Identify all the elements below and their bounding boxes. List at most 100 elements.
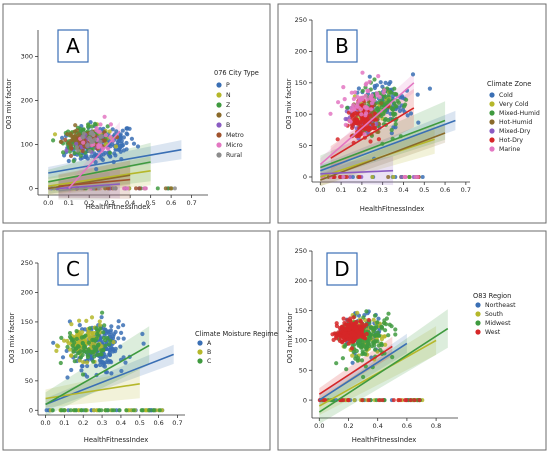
point-hot-dry [354, 117, 359, 122]
y-tick-label: 0 [29, 406, 33, 414]
regression-line-micro [68, 130, 121, 189]
point-c [74, 329, 79, 334]
points [48, 114, 177, 191]
point-midwest [381, 321, 387, 326]
point-c [85, 355, 91, 360]
point-a [119, 330, 124, 335]
point-west [349, 333, 354, 339]
legend-marker-hot-humid [489, 119, 495, 125]
point-c [94, 336, 99, 341]
point-p [94, 167, 99, 172]
zero-point-rural [113, 186, 118, 191]
point-west [340, 340, 345, 345]
point-marine [366, 88, 371, 94]
point-a [64, 348, 69, 353]
point-west [349, 346, 354, 351]
point-c [72, 340, 77, 345]
zero-point-west [366, 398, 371, 403]
point-mixed-humid [394, 104, 399, 109]
point-northeast [350, 360, 355, 365]
panel-b-legend-title: Climate Zone [487, 80, 531, 88]
legend-item-mixed-humid: Mixed-Humid [499, 110, 540, 117]
point-a [108, 328, 113, 333]
legend-marker-metro [216, 132, 222, 138]
point-c [82, 349, 87, 354]
point-south [350, 353, 355, 358]
x-tick-label: 0.5 [145, 199, 155, 207]
point-midwest [364, 309, 369, 314]
legend-marker-west [475, 329, 481, 335]
point-marine [339, 104, 344, 109]
panel-d-ylabel: O03 mix factor [286, 312, 294, 363]
point-c [71, 349, 76, 354]
point-mixed-dry [374, 121, 379, 126]
point-rural [98, 139, 103, 144]
point-hot-dry [351, 111, 356, 116]
point-p [121, 148, 126, 153]
point-micro [98, 122, 103, 127]
point-c [107, 342, 112, 347]
point-a [121, 355, 126, 360]
x-tick-label: 0.7 [172, 419, 182, 427]
zero-point-c [168, 186, 173, 191]
y-tick-label: 200 [21, 289, 33, 297]
point-marine [376, 74, 381, 79]
point-c [90, 337, 95, 343]
legend-marker-p [216, 82, 222, 88]
point-a [51, 340, 56, 345]
x-tick-label: 0.3 [105, 199, 115, 207]
point-west [357, 324, 362, 329]
zero-point-west [346, 398, 351, 403]
point-micro [102, 114, 107, 119]
point-c [101, 335, 107, 340]
point-p [120, 128, 125, 133]
point-z [86, 124, 91, 129]
panel-a-xlabel: HealthFitnessIndex [86, 203, 151, 211]
zero-point-very cold [391, 175, 396, 179]
zero-point-west [360, 398, 365, 403]
zero-point-c [112, 408, 116, 413]
panel-d-legend-title: O83 Region [473, 292, 511, 300]
point-c [80, 352, 85, 358]
point-midwest [355, 358, 360, 363]
point-micro [94, 128, 99, 133]
point-cold [388, 80, 393, 85]
point-a [113, 329, 118, 335]
point-marine [375, 93, 380, 98]
point-west [360, 321, 365, 327]
point-west [334, 336, 339, 341]
zero-point-c [68, 408, 73, 413]
point-p [131, 141, 137, 146]
panel-a-legend-title: 076 City Type [214, 69, 259, 77]
x-tick-label: 0.4 [125, 199, 135, 207]
regression-line-n [48, 170, 151, 187]
zero-point-hot-dry [344, 175, 349, 179]
point-mixed-humid [345, 105, 350, 110]
point-hot-dry [335, 137, 340, 142]
point-metro [63, 137, 68, 142]
band-mixed-humid [320, 101, 446, 180]
zero-point-c [157, 408, 162, 413]
y-tick-label: 250 [295, 16, 307, 24]
point-b [55, 343, 60, 348]
point-c [94, 345, 99, 350]
legend-item-a: A [207, 340, 212, 347]
zero-point-z [155, 186, 160, 191]
legend-marker-c [197, 358, 203, 364]
point-c [101, 330, 106, 335]
legend-marker-marine [489, 146, 495, 152]
x-tick-label: 0.0 [40, 419, 50, 427]
panel-d: 0.0 0.2 0.4 0.6 0.8 0 50 100 150 200 250 D HealthF… [277, 230, 547, 451]
point-a [69, 367, 74, 373]
point-cold [408, 111, 414, 116]
point-cold [405, 113, 410, 118]
regression-lines [48, 130, 182, 192]
point-z [61, 150, 66, 155]
point-mixed-humid [386, 93, 391, 98]
point-marine [369, 107, 374, 112]
y-tick-label: 50 [25, 377, 33, 385]
point-b [77, 318, 82, 323]
zero-point-c [79, 408, 84, 413]
points [44, 310, 165, 413]
y-tick-label: 200 [21, 97, 33, 105]
